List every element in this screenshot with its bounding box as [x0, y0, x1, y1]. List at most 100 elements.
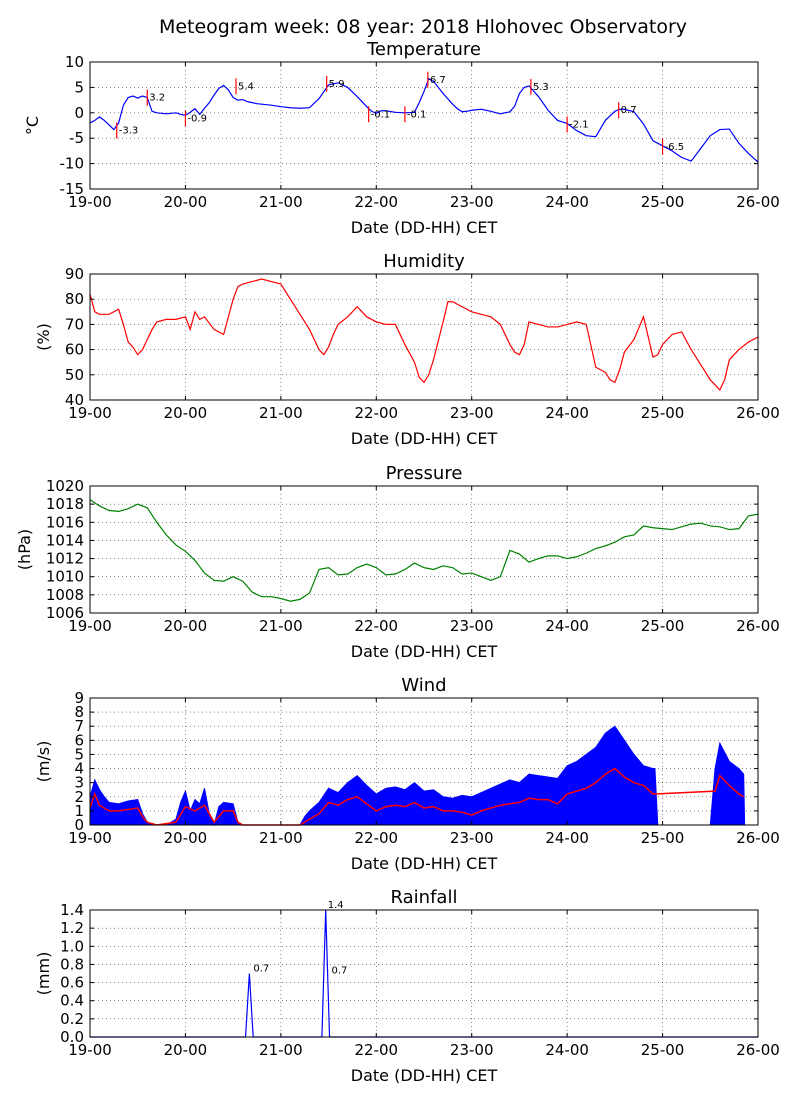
wind-y-axis-label: (m/s) [34, 741, 53, 783]
rainfall-x-tick-label: 24-00 [545, 1041, 589, 1059]
temperature-y-axis-label: °C [23, 116, 42, 135]
wind-x-tick-label: 21-00 [259, 829, 303, 847]
humidity-y-tick-label: 50 [65, 366, 84, 384]
temperature-y-tick-label: 0 [74, 104, 84, 122]
temperature-annotation-label: -2.1 [569, 119, 589, 130]
pressure-series-line [89, 499, 759, 602]
pressure-y-tick-label: 1008 [46, 586, 84, 604]
rainfall-x-tick-label: 25-00 [641, 1041, 685, 1059]
wind-x-tick-label: 19-00 [68, 829, 112, 847]
temperature-annotation-label: 6.7 [430, 75, 446, 86]
humidity-series-line [89, 278, 759, 391]
wind-y-tick-label: 8 [74, 703, 84, 721]
pressure-panel: Pressure 19-00 20-00 21-00 22-00 23-00 24-00 25… [15, 463, 780, 661]
humidity-x-tick-label: 19-00 [68, 404, 112, 422]
rainfall-y-axis-label: (mm) [34, 952, 53, 996]
pressure-x-tick-label: 20-00 [164, 617, 208, 635]
temperature-annotation-label: -6.5 [665, 142, 685, 153]
temperature-x-tick-label: 25-00 [641, 193, 685, 211]
pressure-y-axis-label: (hPa) [15, 529, 34, 570]
pressure-y-tick-label: 1020 [46, 477, 84, 495]
temperature-series-line [89, 77, 759, 163]
humidity-x-tick-label: 24-00 [545, 404, 589, 422]
wind-y-tick-label: 4 [74, 760, 84, 778]
temperature-x-tick-label: 19-00 [68, 193, 112, 211]
temperature-annotation-label: -0.1 [371, 109, 391, 120]
wind-x-tick-label: 26-00 [736, 829, 780, 847]
rainfall-y-tick-label: 1.0 [60, 937, 84, 955]
rainfall-x-axis-label: Date (DD-HH) CET [351, 1066, 498, 1085]
wind-y-tick-label: 3 [74, 774, 84, 792]
humidity-panel-title: Humidity [383, 251, 465, 272]
temperature-plot-frame [89, 61, 759, 190]
wind-y-tick-label: 9 [74, 689, 84, 707]
rainfall-series-line [90, 909, 758, 1038]
humidity-x-tick-label: 26-00 [736, 404, 780, 422]
temperature-x-tick-label: 26-00 [736, 193, 780, 211]
humidity-y-tick-label: 70 [65, 315, 84, 333]
temperature-y-tick-label: -10 [60, 155, 85, 173]
temperature-y-tick-label: 5 [74, 78, 84, 96]
humidity-x-tick-label: 22-00 [354, 404, 398, 422]
temperature-annotation-label: -3.3 [119, 126, 139, 137]
temperature-annotation-label: 5.4 [238, 81, 254, 92]
pressure-plot-frame [89, 485, 759, 614]
humidity-x-tick-label: 25-00 [641, 404, 685, 422]
temperature-annotation-label: -0.9 [187, 113, 207, 124]
wind-x-axis-label: Date (DD-HH) CET [351, 854, 498, 873]
wind-panel: Wind 19-00 20-00 21-00 22-00 23-00 24-00 25-00 2… [34, 675, 780, 873]
temperature-annotation-label: 5.3 [533, 82, 549, 93]
main-title: Meteogram week: 08 year: 2018 Hlohovec O… [159, 16, 687, 38]
temperature-y-tick-label: 10 [65, 53, 84, 71]
temperature-y-tick-label: -15 [60, 180, 85, 198]
temperature-annotation-label: -0.1 [407, 109, 427, 120]
rainfall-annotation-label: 1.4 [328, 900, 344, 911]
pressure-panel-title: Pressure [386, 463, 463, 484]
wind-x-tick-label: 22-00 [354, 829, 398, 847]
rainfall-y-tick-label: 1.2 [60, 919, 84, 937]
temperature-x-tick-label: 21-00 [259, 193, 303, 211]
rainfall-y-tick-label: 0.4 [60, 992, 84, 1010]
wind-average-line [89, 767, 745, 826]
pressure-x-tick-label: 21-00 [259, 617, 303, 635]
rainfall-x-tick-label: 22-00 [354, 1041, 398, 1059]
rainfall-y-tick-label: 0.6 [60, 974, 84, 992]
temperature-annotation-label: 3.2 [149, 93, 165, 104]
wind-plot-frame [89, 697, 759, 826]
wind-y-tick-label: 0 [74, 816, 84, 834]
humidity-panel: Humidity 19-00 20-00 21-00 22-00 23-00 24-00 25… [34, 251, 780, 448]
rainfall-plot-frame [89, 909, 759, 1038]
pressure-y-tick-label: 1014 [46, 531, 84, 549]
temperature-y-tick-label: -5 [69, 129, 84, 147]
wind-y-tick-label: 2 [74, 788, 84, 806]
temperature-annotation-label: 0.7 [621, 105, 637, 116]
humidity-y-tick-label: 90 [65, 265, 84, 283]
wind-x-tick-label: 24-00 [545, 829, 589, 847]
rainfall-panel: Rainfall 0.7 1.4 0.7 19-00 20-00 21-00 22-00 23-… [34, 887, 780, 1085]
wind-y-tick-label: 5 [74, 745, 84, 763]
wind-x-tick-label: 20-00 [164, 829, 208, 847]
humidity-x-axis-label: Date (DD-HH) CET [351, 429, 498, 448]
humidity-x-tick-label: 20-00 [164, 404, 208, 422]
pressure-y-tick-label: 1016 [46, 513, 84, 531]
temperature-x-axis-label: Date (DD-HH) CET [351, 218, 498, 237]
temperature-panel-title: Temperature [366, 39, 481, 60]
pressure-x-tick-label: 25-00 [641, 617, 685, 635]
rainfall-y-tick-label: 0.8 [60, 955, 84, 973]
wind-x-tick-label: 23-00 [450, 829, 494, 847]
rainfall-x-tick-label: 20-00 [164, 1041, 208, 1059]
humidity-y-tick-label: 60 [65, 341, 84, 359]
rainfall-x-tick-label: 26-00 [736, 1041, 780, 1059]
temperature-x-tick-label: 24-00 [545, 193, 589, 211]
temperature-x-tick-label: 20-00 [164, 193, 208, 211]
pressure-x-tick-label: 19-00 [68, 617, 112, 635]
pressure-y-tick-label: 1012 [46, 550, 84, 568]
rainfall-x-tick-label: 21-00 [259, 1041, 303, 1059]
temperature-x-tick-label: 23-00 [450, 193, 494, 211]
pressure-x-tick-label: 26-00 [736, 617, 780, 635]
temperature-x-tick-label: 22-00 [354, 193, 398, 211]
pressure-y-tick-label: 1010 [46, 568, 84, 586]
wind-y-tick-label: 1 [74, 802, 84, 820]
